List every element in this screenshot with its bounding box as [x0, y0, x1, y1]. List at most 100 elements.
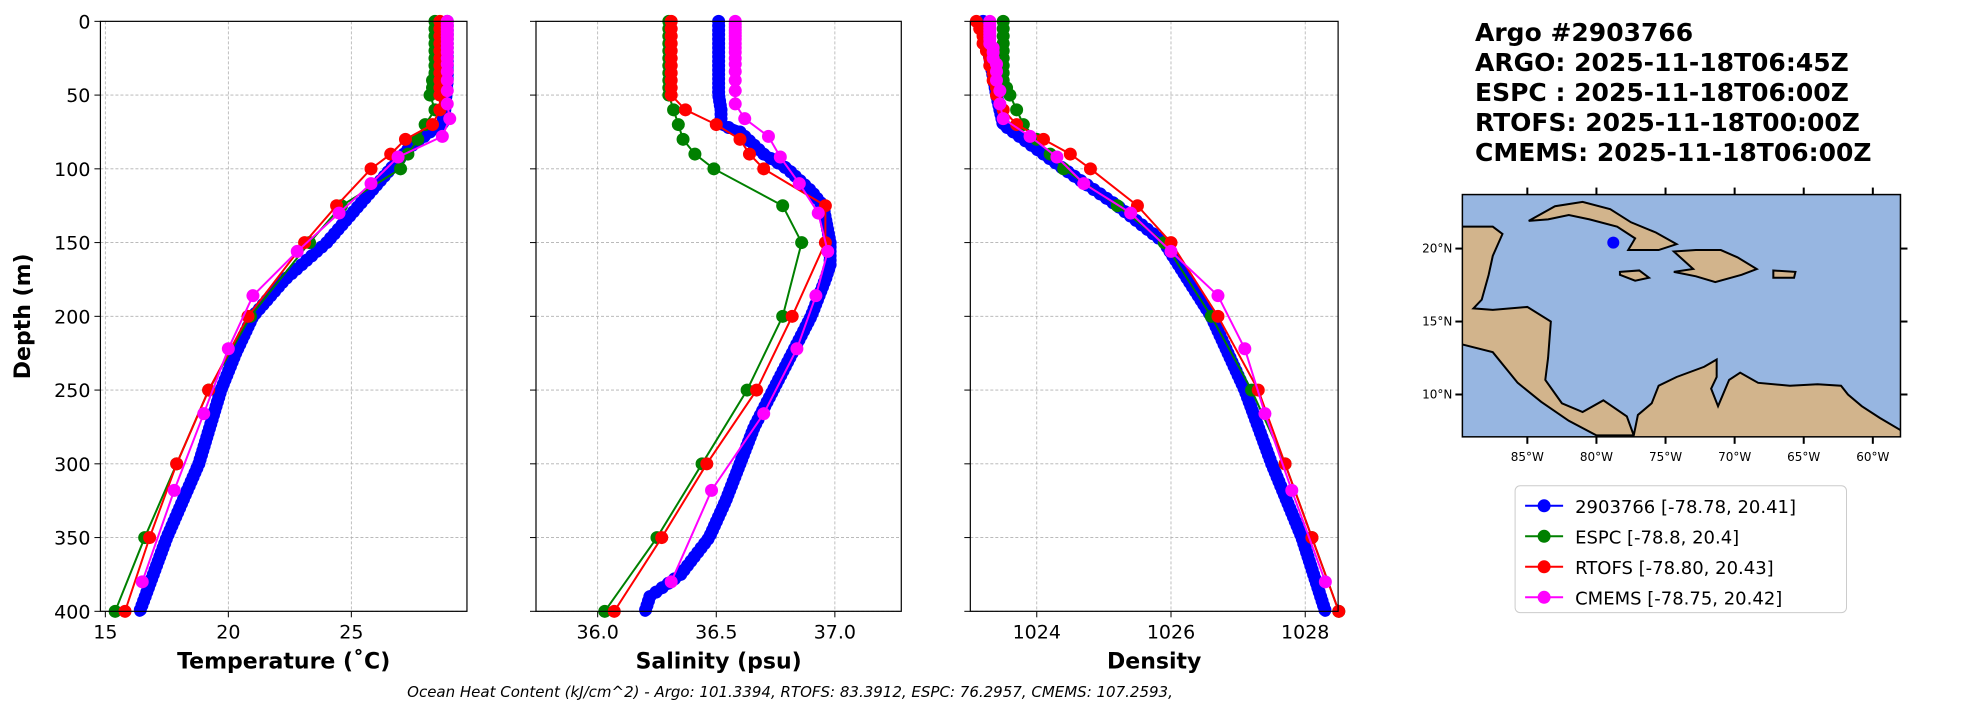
- rtofs-data-point: [298, 236, 312, 250]
- series-cmems: [664, 14, 835, 589]
- cmems-data-point: [664, 575, 678, 589]
- espc-data-point: [676, 132, 690, 146]
- panel-temperature: 15 20 25050100150200250300350400Temperatur…: [11, 11, 468, 674]
- legend-entry-espc: ESPC [-78.8, 20.4]: [1525, 527, 1739, 548]
- cmems-data-point: [290, 244, 304, 258]
- legend-entry-argo: 2903766 [-78.78, 20.41]: [1525, 497, 1796, 518]
- cmems-data-point: [705, 483, 719, 497]
- map-lon-label: 75°W: [1649, 450, 1682, 464]
- x-tick-label: 36.5: [695, 621, 737, 643]
- legend-label: ESPC [-78.8, 20.4]: [1575, 527, 1739, 548]
- legend-marker: [1537, 529, 1551, 543]
- legend-entry-cmems: CMEMS [-78.75, 20.42]: [1525, 588, 1782, 609]
- cmems-data-point: [989, 73, 1003, 87]
- rtofs-data-point: [143, 531, 157, 545]
- series-cmems: [983, 14, 1332, 589]
- map-lat-label: 15°N: [1422, 315, 1452, 329]
- map-lon-label: 65°W: [1787, 450, 1820, 464]
- map-lat-label: 10°N: [1422, 388, 1452, 402]
- argo-data-point: [1318, 603, 1332, 617]
- legend-frame: [1514, 485, 1847, 614]
- cmems-data-point: [1124, 206, 1138, 220]
- map-lat-label: 20°N: [1422, 242, 1452, 256]
- rtofs-data-point: [742, 147, 756, 161]
- rtofs-data-point: [785, 309, 799, 323]
- x-tick-label: 20: [216, 621, 240, 643]
- legend: 2903766 [-78.78, 20.41] ESPC [-78.8, 20.4…: [1514, 485, 1847, 614]
- title-line: Argo #2903766: [1475, 18, 1693, 47]
- cmems-data-point: [440, 84, 454, 98]
- y-tick-label: 50: [66, 85, 90, 107]
- cmems-data-point: [761, 129, 775, 143]
- espc-data-point: [707, 162, 721, 176]
- argo-profile-line: [977, 15, 1331, 617]
- y-tick-label: 300: [54, 454, 90, 476]
- rtofs-data-point: [1063, 147, 1077, 161]
- espc-data-point: [795, 236, 809, 250]
- cmems-data-point: [221, 342, 235, 356]
- series-rtofs: [607, 14, 832, 618]
- land: [1462, 200, 1901, 437]
- cmems-data-point: [1077, 177, 1091, 191]
- title-line: ESPC : 2025-11-18T06:00Z: [1475, 78, 1849, 107]
- cmems-data-point: [364, 177, 378, 191]
- rtofs-data-point: [678, 103, 692, 117]
- espc-data-point: [667, 103, 681, 117]
- ocean-heat-content-note: Ocean Heat Content (kJ/cm^2) - Argo: 101…: [407, 683, 1173, 701]
- cmems-data-point: [993, 97, 1007, 111]
- y-tick-label: 250: [54, 380, 90, 402]
- x-tick-label: 37.0: [814, 621, 856, 643]
- title-block: Argo #2903766 ARGO: 2025-11-18T06:45Z ES…: [1475, 18, 1872, 167]
- land-central-america: [1462, 225, 1636, 437]
- rtofs-data-point: [709, 118, 723, 132]
- series-cmems: [135, 14, 457, 589]
- x-tick-label: 1024: [1013, 621, 1061, 643]
- panel-salinity: 36.0 36.5 37.0 Salinity (psu): [529, 14, 902, 674]
- legend-label: CMEMS [-78.75, 20.42]: [1575, 588, 1782, 609]
- land-south-america: [1631, 357, 1901, 437]
- cmems-data-point: [790, 342, 804, 356]
- rtofs-data-point: [750, 383, 764, 397]
- rtofs-data-point: [426, 118, 440, 132]
- cmems-data-point: [728, 73, 742, 87]
- y-tick-label: 150: [54, 233, 90, 255]
- cmems-data-point: [391, 150, 405, 164]
- cmems-data-point: [1318, 575, 1332, 589]
- y-tick-label: 0: [78, 11, 90, 33]
- panel-density: 1024 1026 1028 Density: [964, 14, 1346, 674]
- y-tick-label: 400: [54, 601, 90, 623]
- rtofs-data-point: [1332, 604, 1346, 618]
- y-tick-label: 350: [54, 528, 90, 550]
- cmems-data-point: [1050, 150, 1064, 164]
- cmems-data-point: [996, 112, 1010, 126]
- float-location-marker: [1607, 236, 1620, 249]
- cmems-data-point: [1258, 407, 1272, 421]
- title-line: RTOFS: 2025-11-18T00:00Z: [1475, 108, 1860, 137]
- legend-marker: [1537, 560, 1551, 574]
- espc-data-point: [776, 309, 790, 323]
- cmems-data-point: [811, 206, 825, 220]
- rtofs-data-point: [170, 457, 184, 471]
- land-jamaica: [1618, 269, 1652, 282]
- rtofs-data-point: [1036, 132, 1050, 146]
- cmems-data-point: [1285, 483, 1299, 497]
- espc-data-point: [423, 88, 437, 102]
- cmems-data-point: [1211, 289, 1225, 303]
- x-tick-label: 1026: [1147, 621, 1195, 643]
- cmems-data-point: [1023, 129, 1037, 143]
- title-line: ARGO: 2025-11-18T06:45Z: [1475, 48, 1849, 77]
- land-cuba: [1528, 200, 1680, 252]
- legend-entry-rtofs: RTOFS [-78.80, 20.43]: [1525, 558, 1774, 579]
- cmems-data-point: [332, 206, 346, 220]
- legend-marker: [1537, 590, 1551, 604]
- axes-frame: [535, 20, 902, 612]
- espc-data-point: [411, 132, 425, 146]
- rtofs-data-point: [733, 132, 747, 146]
- legend-label: RTOFS [-78.80, 20.43]: [1575, 558, 1774, 579]
- espc-data-point: [776, 199, 790, 213]
- cmems-data-point: [197, 407, 211, 421]
- cmems-data-point: [440, 73, 454, 87]
- cmems-data-point: [443, 112, 457, 126]
- cmems-data-point: [1164, 244, 1178, 258]
